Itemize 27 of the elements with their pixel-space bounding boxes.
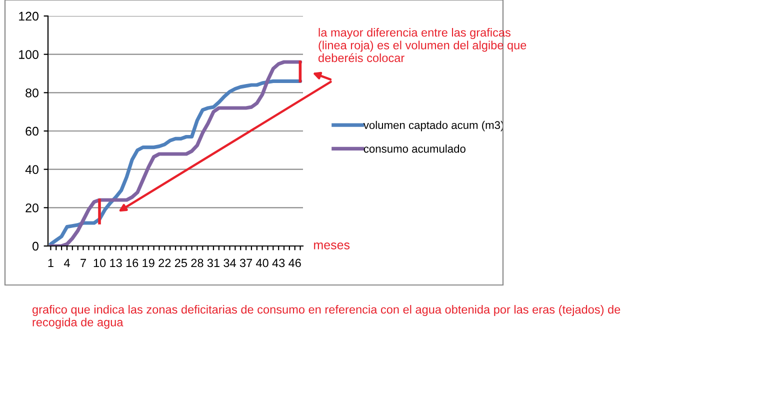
x-tick-label: 7 xyxy=(80,258,86,268)
y-tick-label: 40 xyxy=(25,165,38,174)
x-tick-label: 16 xyxy=(126,258,138,268)
x-tick-label: 13 xyxy=(110,258,122,268)
x-tick-label: 22 xyxy=(158,258,171,268)
x-tick-label: 43 xyxy=(272,258,285,268)
y-tick-label: 120 xyxy=(19,12,38,21)
y-tick-label: 60 xyxy=(26,126,38,136)
x-tick-label: 4 xyxy=(64,258,70,268)
x-tick-label: 34 xyxy=(224,258,236,268)
y-tick-label: 20 xyxy=(26,203,38,212)
x-tick-label: 40 xyxy=(256,258,268,268)
x-tick-label: 1 xyxy=(48,258,54,268)
x-tick-label: 37 xyxy=(240,258,252,268)
y-tick-label: 80 xyxy=(26,88,38,98)
x-tick-label: 10 xyxy=(94,258,106,268)
x-tick-label: 25 xyxy=(174,258,187,268)
x-tick-label: 46 xyxy=(288,258,301,268)
x-tick-label: 19 xyxy=(142,258,154,268)
legend-label: consumo acumulado xyxy=(364,144,466,153)
y-tick-label: 0 xyxy=(32,242,38,251)
text: la mayor diferencia entre las graficas (linea roja) es el volumen del algibe que deberéis colocar xyxy=(318,28,526,62)
x-tick-label: 31 xyxy=(207,258,220,268)
x-axis-title: meses xyxy=(314,242,350,250)
x-tick-label: 28 xyxy=(191,258,204,268)
y-tick-label: 100 xyxy=(19,50,38,59)
text: grafico que indica las zonas deficitarias de consumo en referencia con el agua obtenida por las eras (tejados) de recogida de agua xyxy=(32,305,620,329)
